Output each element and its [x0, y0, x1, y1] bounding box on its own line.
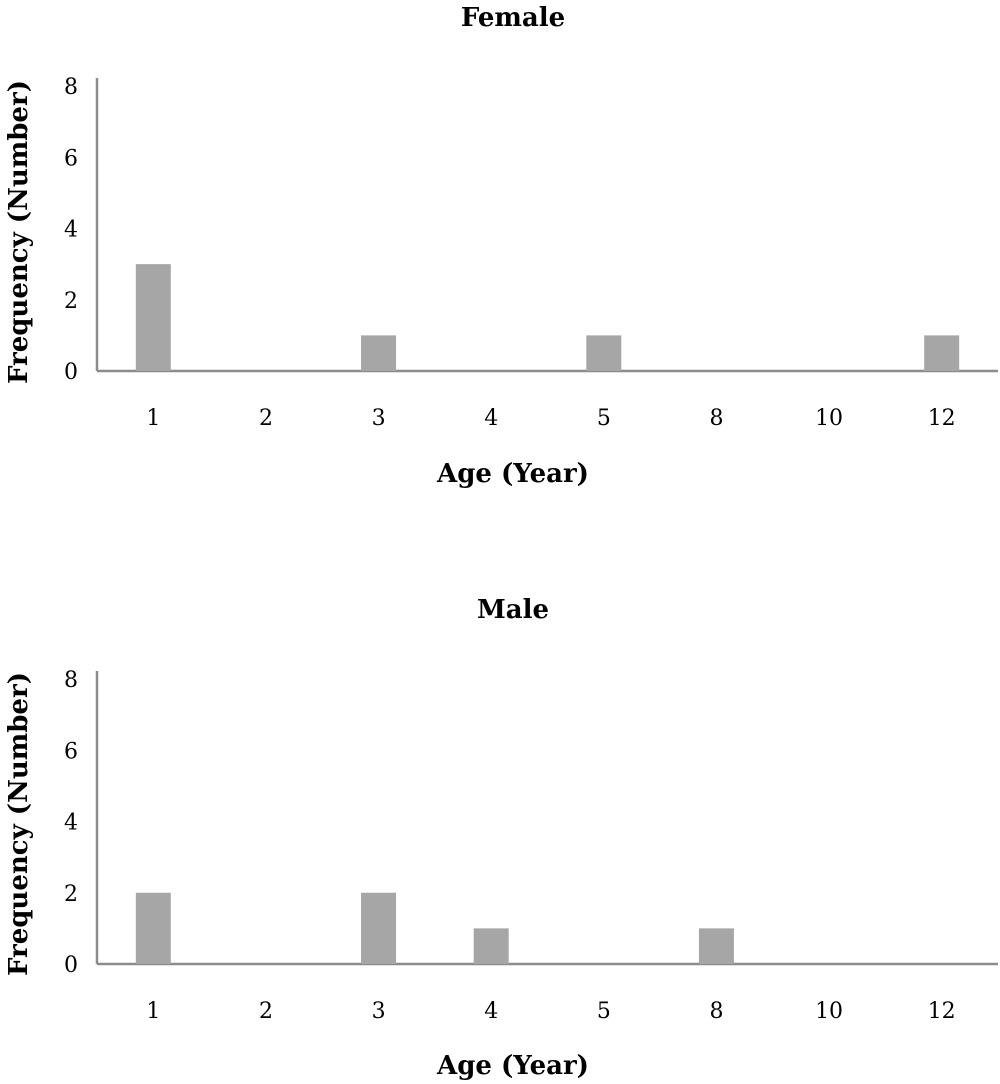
x-tick-label: 1 — [146, 999, 160, 1024]
x-tick-label: 4 — [484, 999, 498, 1024]
y-tick-label: 8 — [64, 75, 78, 100]
x-axis-label: Age (Year) — [436, 459, 589, 489]
bars-group — [135, 892, 734, 964]
y-tick-label: 6 — [64, 739, 78, 764]
bar-12 — [924, 335, 960, 371]
chart-panel-female: Female Frequency (Number) Age (Year) 0 2 4… — [4, 3, 998, 489]
x-tick-label: 1 — [146, 406, 160, 431]
x-tick-label: 5 — [597, 999, 611, 1024]
x-ticks-group: 1 2 3 4 5 8 10 12 — [146, 999, 955, 1024]
x-tick-label: 5 — [597, 406, 611, 431]
y-axis-label: Frequency (Number) — [4, 672, 34, 976]
x-tick-label: 8 — [709, 999, 723, 1024]
y-tick-label: 0 — [64, 360, 78, 385]
x-tick-label: 8 — [709, 406, 723, 431]
bar-1 — [135, 264, 171, 371]
y-tick-label: 0 — [64, 953, 78, 978]
bar-3 — [361, 892, 397, 964]
x-tick-label: 3 — [372, 999, 386, 1024]
y-axis-label: Frequency (Number) — [4, 80, 34, 384]
bars-group — [135, 264, 960, 371]
bar-1 — [135, 892, 171, 964]
bar-4 — [473, 928, 509, 964]
y-ticks-group: 0 2 4 6 8 — [64, 75, 78, 385]
x-ticks-group: 1 2 3 4 5 8 10 12 — [146, 406, 955, 431]
bar-5 — [586, 335, 622, 371]
bar-8 — [698, 928, 734, 964]
x-axis-label: Age (Year) — [436, 1051, 589, 1081]
x-tick-label: 12 — [928, 999, 956, 1024]
y-ticks-group: 0 2 4 6 8 — [64, 668, 78, 978]
x-tick-label: 10 — [815, 999, 843, 1024]
chart-panel-male: Male Frequency (Number) Age (Year) 0 2 4 6 8… — [4, 595, 998, 1081]
chart-title: Male — [477, 595, 549, 625]
x-tick-label: 2 — [259, 406, 273, 431]
x-tick-label: 12 — [928, 406, 956, 431]
y-tick-label: 4 — [64, 811, 78, 836]
y-tick-label: 6 — [64, 146, 78, 171]
x-tick-label: 2 — [259, 999, 273, 1024]
x-tick-label: 10 — [815, 406, 843, 431]
y-tick-label: 4 — [64, 218, 78, 243]
y-tick-label: 2 — [64, 289, 78, 314]
x-tick-label: 4 — [484, 406, 498, 431]
bar-3 — [361, 335, 397, 371]
x-tick-label: 3 — [372, 406, 386, 431]
y-tick-label: 2 — [64, 882, 78, 907]
y-tick-label: 8 — [64, 668, 78, 693]
chart-title: Female — [461, 3, 565, 33]
